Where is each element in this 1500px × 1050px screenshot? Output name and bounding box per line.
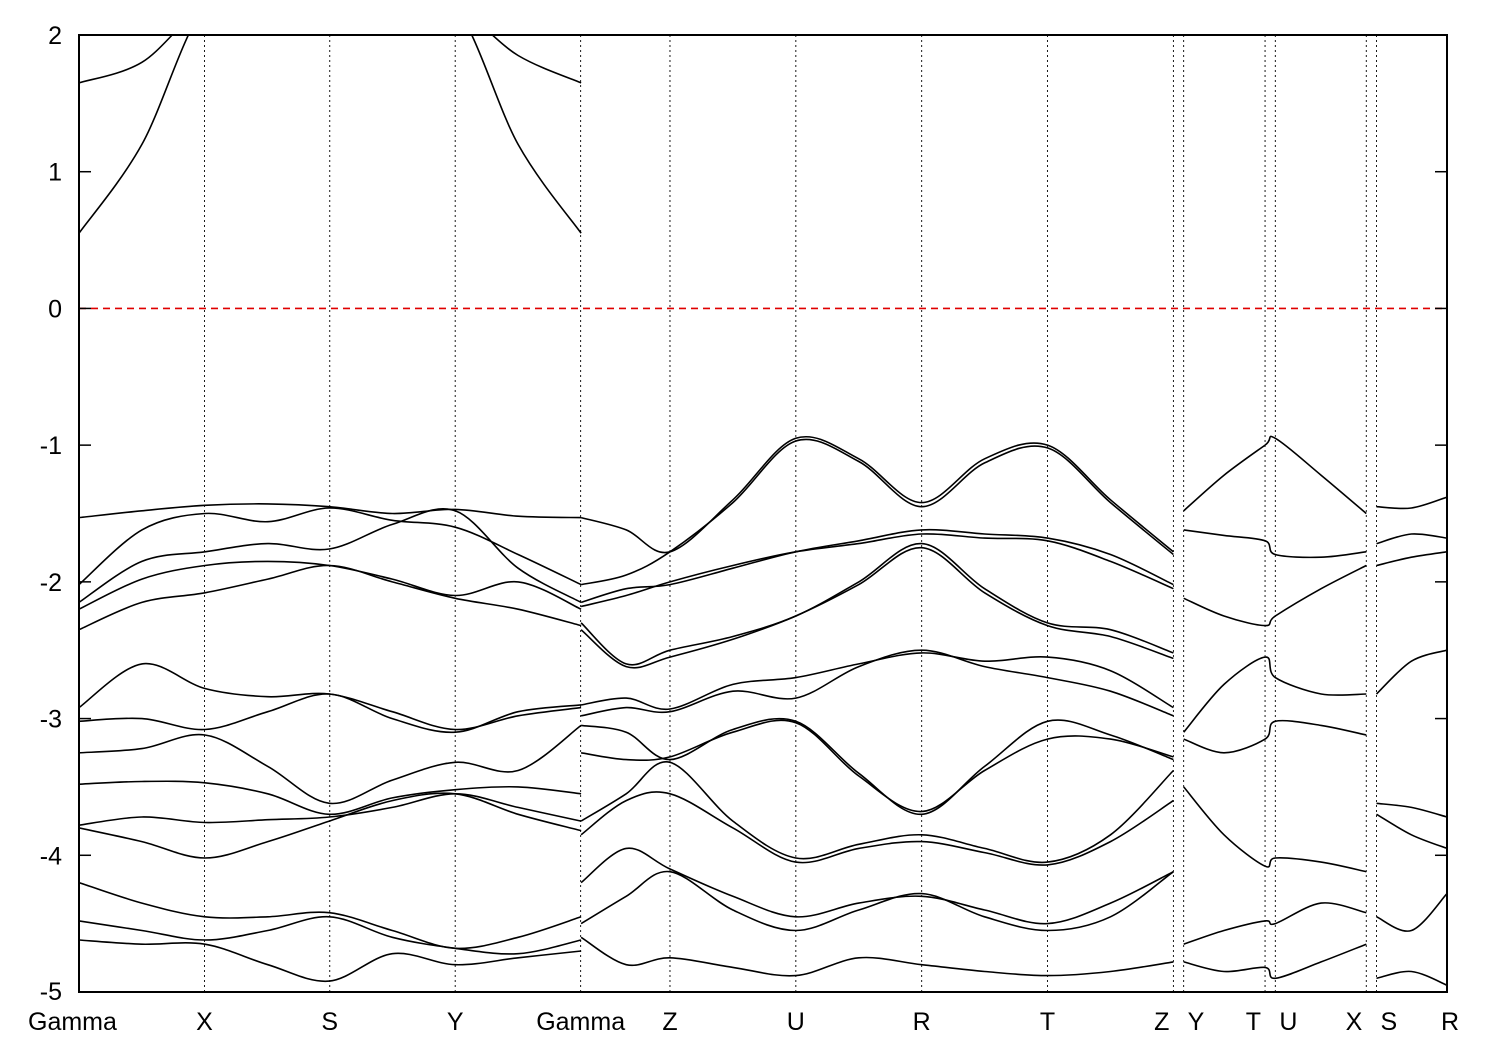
x-tick-label: U [787, 1008, 805, 1036]
band-line [580, 533, 1174, 608]
band-line [1376, 496, 1447, 510]
band-line [79, 503, 582, 519]
y-tick-label: 1 [48, 159, 62, 187]
band-lines [79, 35, 1447, 986]
x-tick-label: Gamma [28, 1008, 117, 1036]
x-tick-label: Z [662, 1008, 677, 1036]
plot-frame [78, 34, 1448, 993]
band-line [1376, 533, 1447, 545]
band-line [1183, 719, 1367, 754]
band-line [1183, 435, 1367, 515]
band-line [79, 508, 582, 604]
band-line [580, 936, 1174, 977]
band-line [1183, 943, 1367, 980]
band-line [1376, 970, 1447, 986]
band-line [79, 792, 582, 859]
band-line [580, 719, 1174, 813]
x-tick-label: Y [447, 1008, 464, 1036]
band-line [79, 724, 582, 805]
band-line [1376, 802, 1447, 818]
band-line [79, 35, 582, 84]
band-line [79, 507, 582, 586]
band-line [79, 780, 582, 816]
band-line [1183, 786, 1367, 873]
y-tick-label: -3 [40, 706, 62, 734]
x-tick-label: T [1040, 1008, 1055, 1036]
x-tick-label: T [1246, 1008, 1261, 1036]
y-tick-label: -5 [40, 978, 62, 1006]
band-line [1376, 813, 1447, 850]
band-line [1183, 529, 1367, 559]
y-tick-label: -1 [40, 432, 62, 460]
band-line [580, 652, 1174, 711]
y-tick-label: -2 [40, 569, 62, 597]
band-line [1376, 551, 1447, 567]
band-line [1183, 564, 1367, 627]
x-tick-label: S [321, 1008, 338, 1036]
y-tick-label: 0 [48, 295, 62, 323]
band-line [580, 717, 1174, 816]
band-line [79, 792, 582, 826]
band-line [580, 870, 1174, 932]
x-tick-label: R [913, 1008, 931, 1036]
band-line [79, 693, 582, 734]
x-tick-label: S [1381, 1008, 1398, 1036]
x-tick-label: U [1279, 1008, 1297, 1036]
band-line [580, 761, 1174, 864]
x-axis-ticks: Gamma X S Y Gamma Z U R T Z Y T U X S R [28, 1008, 1459, 1036]
band-line [580, 649, 1174, 717]
band-line [1183, 902, 1367, 945]
y-tick-label: -4 [40, 842, 62, 870]
band-line [580, 791, 1174, 866]
x-tick-label: X [1346, 1008, 1363, 1036]
x-tick-label: Z [1154, 1008, 1169, 1036]
band-line [79, 564, 582, 631]
band-line [580, 528, 1174, 604]
band-line [580, 546, 1174, 669]
x-tick-label: Y [1188, 1008, 1205, 1036]
band-line [79, 939, 582, 983]
band-line [580, 542, 1174, 666]
band-line [580, 438, 1174, 586]
band-line [79, 915, 582, 955]
y-tick-label: 2 [48, 22, 62, 50]
x-tick-label: X [196, 1008, 213, 1036]
band-line [79, 881, 582, 950]
band-line [1183, 656, 1367, 733]
x-tick-label: Gamma [536, 1008, 625, 1036]
y-axis-ticks: 2 1 0 -1 -2 -3 -4 -5 [40, 22, 1447, 1006]
band-line [580, 847, 1174, 925]
x-tick-label: R [1441, 1008, 1459, 1036]
band-line [79, 35, 582, 234]
band-line [1375, 649, 1447, 695]
band-line [1376, 893, 1447, 932]
